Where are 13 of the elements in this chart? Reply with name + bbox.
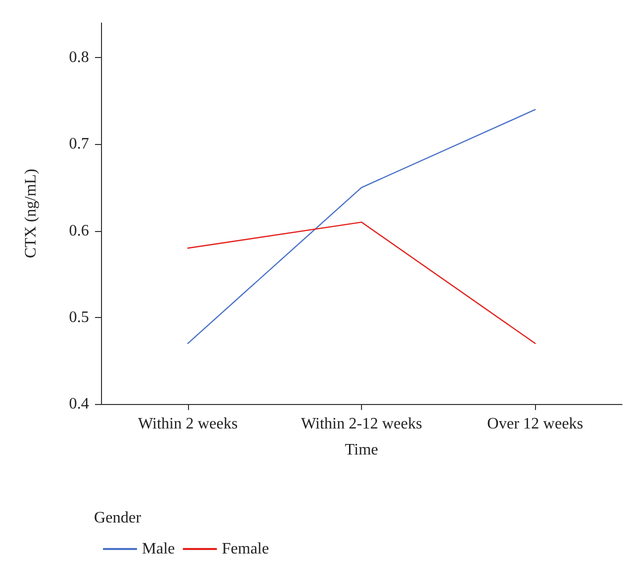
legend-title: Gender: [94, 510, 142, 526]
y-tick-label: 0.6: [69, 222, 89, 240]
y-tick-label: 0.5: [69, 308, 89, 326]
x-tick-label: Within 2 weeks: [138, 416, 238, 432]
y-tick-label: 0.4: [69, 396, 89, 412]
y-axis-title: CTX (ng/mL): [22, 168, 40, 258]
legend-label: Male: [142, 540, 175, 558]
x-tick-label: Within 2-12 weeks: [300, 416, 422, 432]
legend-label: Female: [222, 540, 269, 558]
x-tick-label: Over 12 weeks: [487, 416, 584, 432]
y-tick-label: 0.8: [69, 49, 89, 66]
y-tick-label: 0.7: [69, 136, 89, 153]
x-axis-title: Time: [344, 442, 378, 458]
